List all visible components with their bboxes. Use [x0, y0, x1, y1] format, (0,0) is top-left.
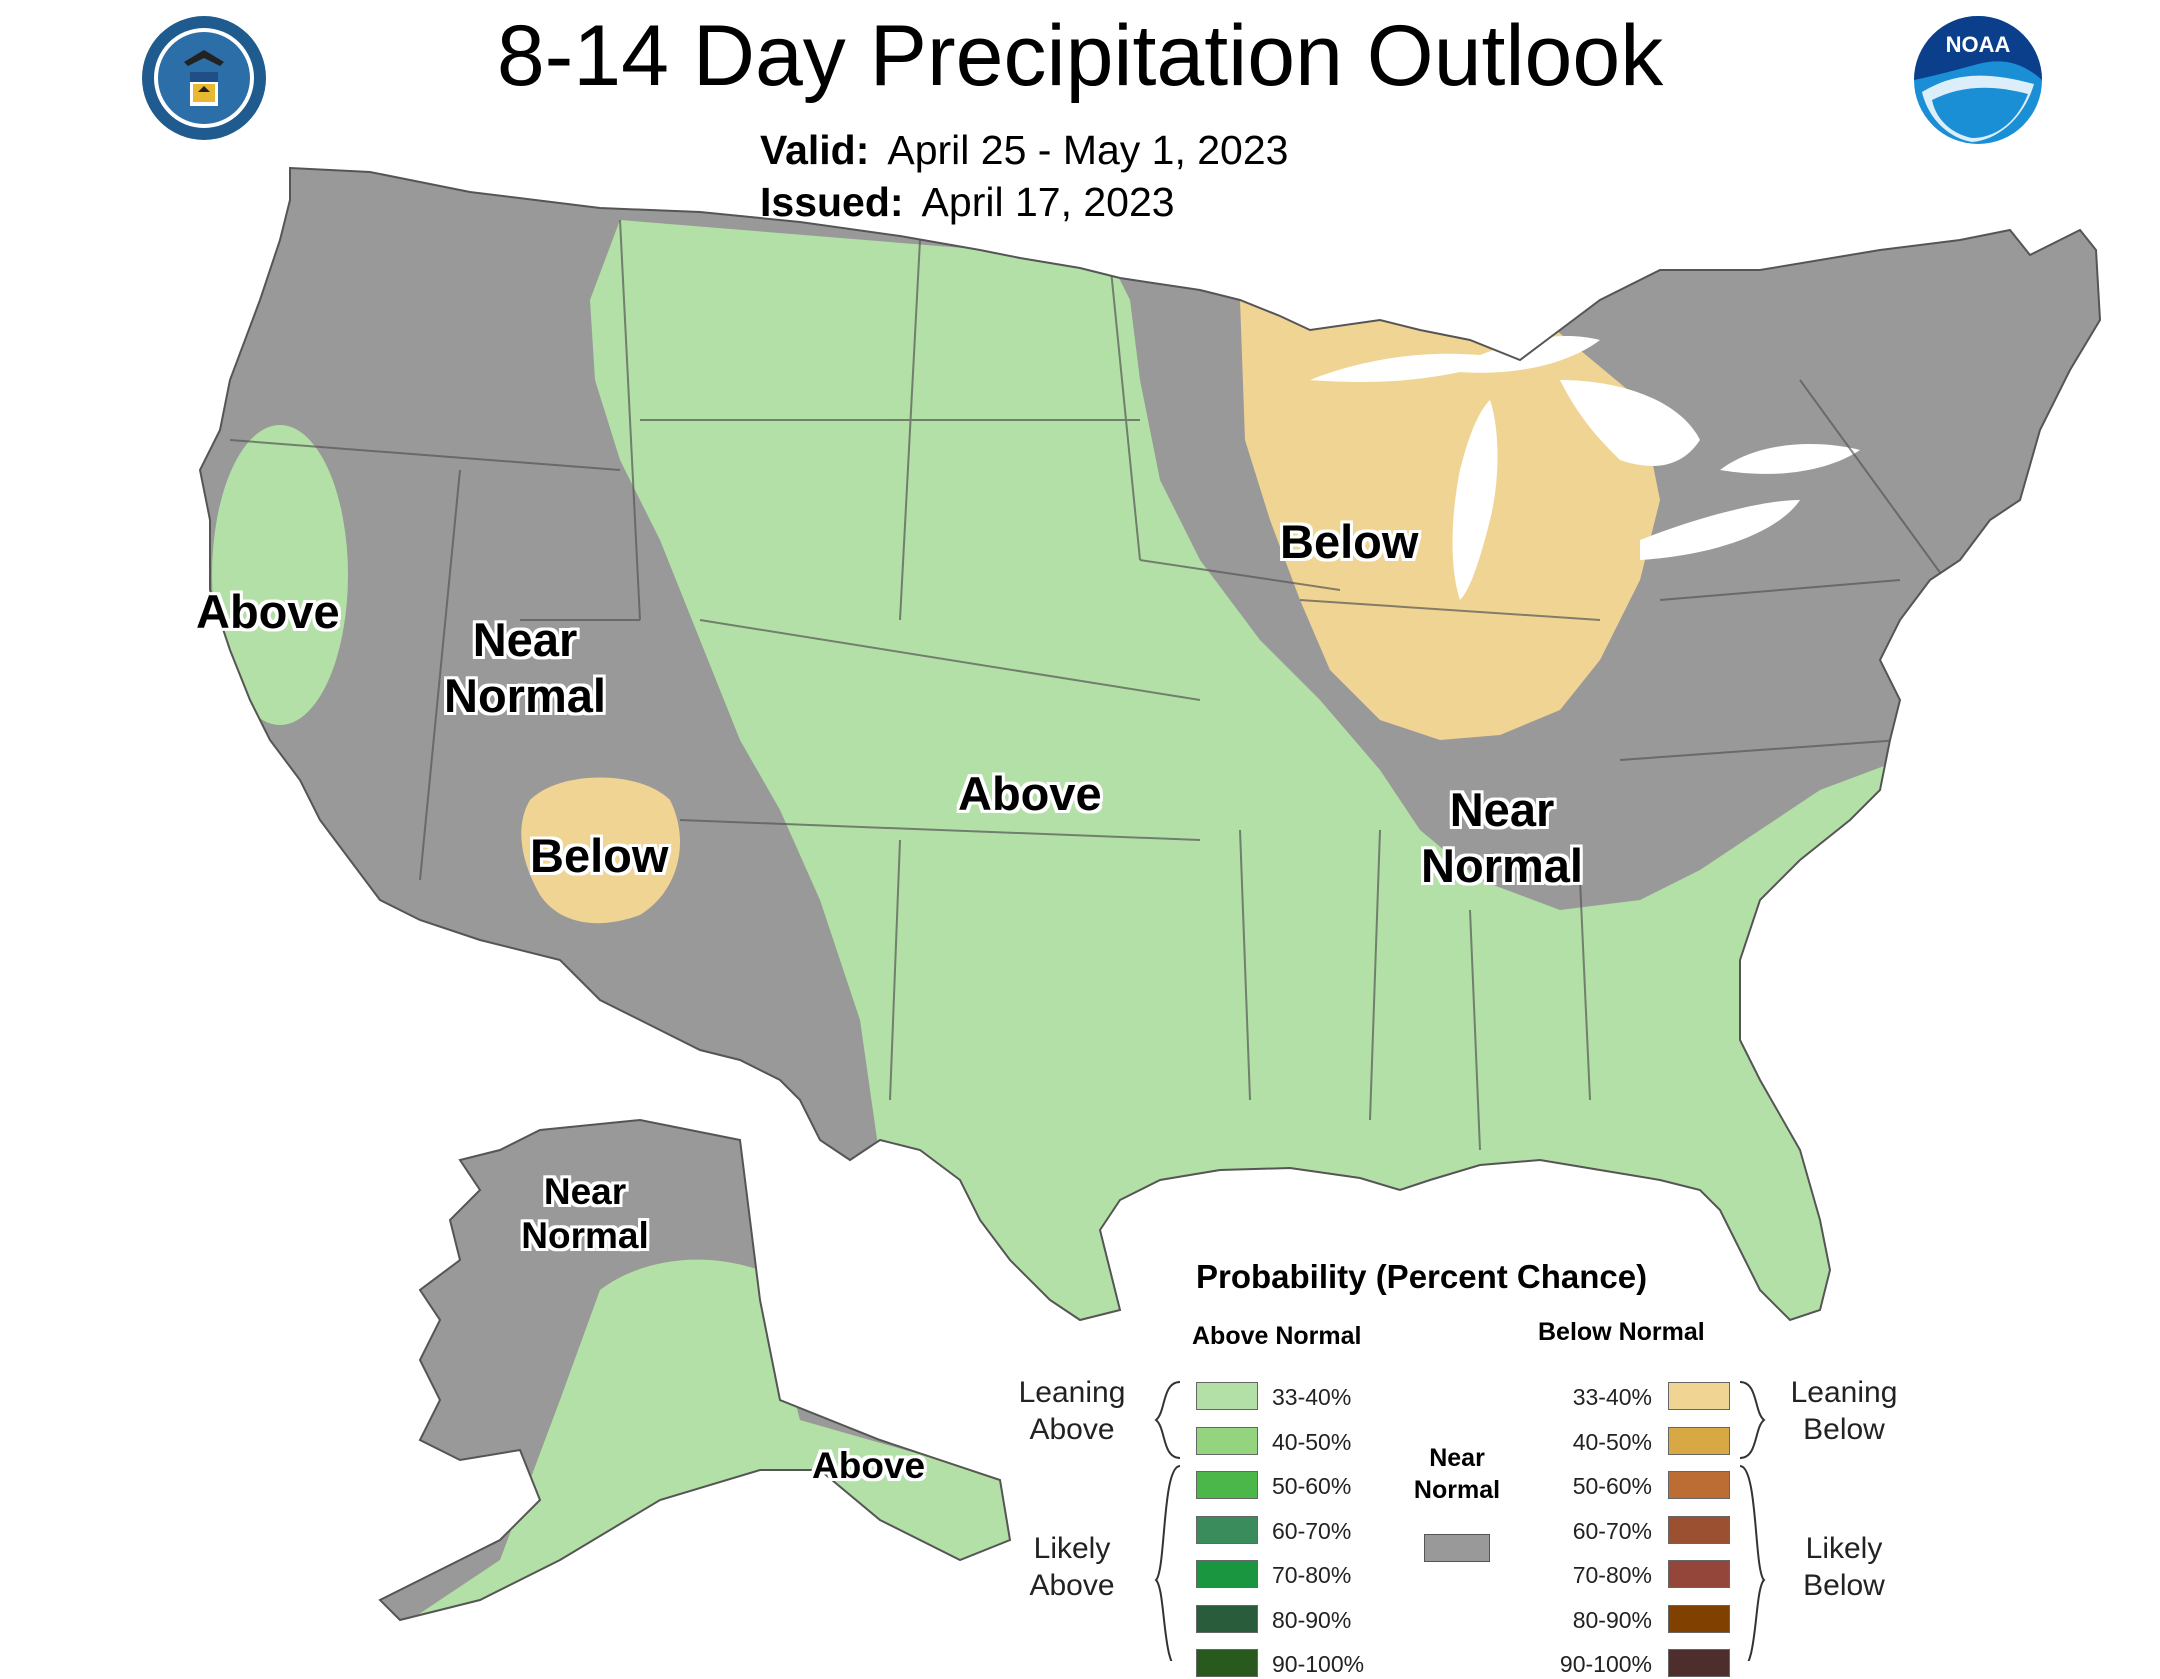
legend-below-label-1: 40-50% [1572, 1428, 1652, 1455]
legend-above-label-4: 70-80% [1272, 1562, 1352, 1588]
valid-label: Valid: [760, 127, 870, 173]
label-alaska-south: Above [812, 1445, 926, 1486]
legend-below-swatch-0 [1668, 1382, 1730, 1410]
conus-map [200, 168, 2100, 1320]
legend-above-swatch-4 [1196, 1560, 1258, 1588]
legend-above-head: Above Normal [1192, 1322, 1362, 1350]
legend-below-swatch-5 [1668, 1604, 1730, 1633]
label-west-coast: Above [196, 585, 340, 638]
label-alaska-north-line1: Near [543, 1171, 627, 1212]
legend-below-swatch-4 [1668, 1560, 1730, 1588]
legend-above-swatch-1 [1196, 1426, 1258, 1455]
legend-below-swatch-6 [1668, 1649, 1730, 1677]
label-great-basin-line1: Near [472, 613, 578, 666]
legend-below-label-2: 50-60% [1572, 1473, 1652, 1499]
issued-label: Issued: [760, 179, 904, 225]
legend-above-label-0: 33-40% [1272, 1384, 1352, 1410]
svg-text:NOAA: NOAA [1946, 32, 2011, 57]
legend-leaning-below: Leaning Below [1776, 1374, 1912, 1448]
alaska-outline [378, 1118, 1012, 1622]
label-great-basin-line2: Normal [444, 669, 606, 722]
legend-below-label-6: 90-100% [1559, 1651, 1652, 1677]
label-ohio-valley-line2: Normal [1421, 839, 1583, 892]
legend-above-label-1: 40-50% [1272, 1428, 1352, 1455]
legend-likely-below: Likely Below [1776, 1530, 1912, 1604]
issued-line: Issued: April 17, 2023 [760, 176, 1288, 228]
legend-likely-above-line1: Likely [1033, 1532, 1111, 1565]
legend-above-swatch-5 [1196, 1604, 1258, 1633]
date-block: Valid: April 25 - May 1, 2023 Issued: Apri… [760, 124, 1288, 228]
valid-value: April 25 - May 1, 2023 [887, 127, 1289, 173]
legend-below-label-0: 33-40% [1572, 1384, 1652, 1410]
legend-likely-above: Likely Above [1004, 1530, 1140, 1604]
legend-likely-below-line2: Below [1803, 1569, 1885, 1602]
label-ohio-valley: Near Normal [1402, 782, 1602, 894]
noaa-logo-icon: NOAA [1914, 16, 2042, 144]
legend-likely-below-line1: Likely [1805, 1532, 1883, 1565]
legend-below-swatch-3 [1668, 1515, 1730, 1544]
legend-leaning-above-line2: Above [1029, 1413, 1115, 1446]
legend-leaning-above: Leaning Above [1004, 1374, 1140, 1448]
legend-above-swatch-6 [1196, 1649, 1258, 1677]
label-plains: Above [958, 767, 1102, 820]
legend-above-swatch-2 [1196, 1471, 1258, 1499]
legend-above-label-6: 90-100% [1272, 1651, 1365, 1677]
legend-above-label-5: 80-90% [1272, 1606, 1352, 1633]
label-alaska-north: Near Normal [500, 1170, 670, 1258]
legend-near-normal: Near Normal [1404, 1442, 1510, 1506]
legend-below-label-4: 70-80% [1572, 1562, 1652, 1588]
commerce-seal-icon [142, 16, 266, 140]
valid-line: Valid: April 25 - May 1, 2023 [760, 124, 1288, 176]
legend-near-line1: Near [1429, 1444, 1485, 1472]
legend-title: Probability (Percent Chance) [1196, 1258, 1648, 1295]
legend-leaning-below-line2: Below [1803, 1413, 1885, 1446]
label-arizona: Below [530, 829, 669, 882]
conus-outline [198, 166, 2102, 1322]
legend-above-swatch-3 [1196, 1515, 1258, 1544]
legend-likely-above-line2: Above [1029, 1569, 1115, 1602]
legend-braces [1154, 1381, 1766, 1661]
legend-below-swatch-2 [1668, 1471, 1730, 1499]
label-ohio-valley-line1: Near [1449, 783, 1555, 836]
legend-near-line2: Normal [1413, 1476, 1501, 1504]
legend-near-swatch [1424, 1534, 1490, 1562]
legend-above-swatch-0 [1196, 1382, 1258, 1410]
map-title: 8-14 Day Precipitation Outlook [496, 8, 1664, 104]
legend-below-label-3: 60-70% [1572, 1517, 1652, 1544]
issued-value: April 17, 2023 [921, 179, 1175, 225]
legend-leaning-below-line1: Leaning [1790, 1376, 1898, 1409]
label-alaska-north-line2: Normal [521, 1215, 649, 1256]
legend-above-label-2: 50-60% [1272, 1473, 1352, 1499]
legend-above-label-3: 60-70% [1272, 1517, 1352, 1544]
legend-below-swatch-1 [1668, 1426, 1730, 1455]
label-great-basin: Near Normal [430, 612, 620, 724]
legend-below-head: Below Normal [1538, 1318, 1705, 1346]
label-great-lakes: Below [1280, 515, 1419, 568]
legend-leaning-above-line1: Leaning [1018, 1376, 1126, 1409]
legend-below-label-5: 80-90% [1572, 1606, 1652, 1633]
